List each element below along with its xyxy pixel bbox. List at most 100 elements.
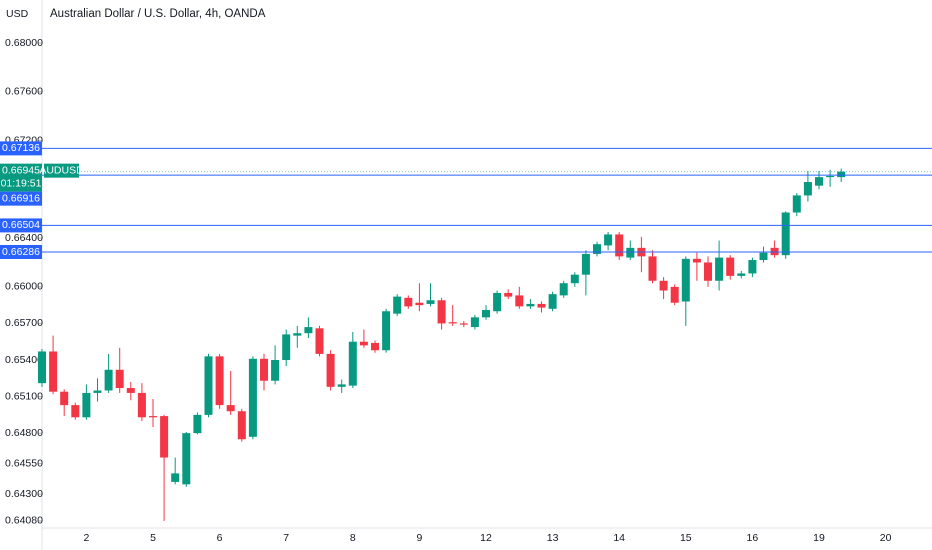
x-tick-label: 9 (416, 532, 422, 544)
candle-body (337, 384, 346, 387)
x-tick-label: 16 (747, 532, 759, 544)
candle-body (426, 300, 435, 304)
candle-body (626, 247, 635, 258)
candle-body (548, 294, 557, 309)
last-price-tag (0, 163, 42, 192)
candle-body (304, 327, 313, 334)
candle-body (581, 253, 590, 275)
last-price-label: 0.66945 (2, 164, 40, 176)
candle-body (104, 369, 113, 391)
candle-body (759, 252, 768, 261)
candle-body (293, 333, 302, 336)
candle-body (237, 411, 246, 440)
candle-body (160, 416, 169, 458)
y-tick-label: 0.65400 (5, 354, 43, 366)
candle-body (49, 351, 58, 392)
y-tick-label: 0.65100 (5, 390, 43, 402)
x-tick-label: 20 (880, 532, 892, 544)
candle-body (82, 392, 91, 418)
countdown-label: 01:19:51 (1, 177, 42, 189)
candle-body (515, 295, 524, 307)
candle-body (271, 360, 280, 381)
y-tick-label: 0.64080 (5, 515, 43, 527)
candle-body (537, 303, 546, 308)
candle-body (171, 473, 180, 482)
candle-body (715, 257, 724, 281)
candle-body (393, 296, 402, 314)
candle-body (648, 256, 657, 281)
candle-body (526, 303, 535, 307)
candle-body (826, 175, 835, 178)
candle-body (726, 257, 735, 276)
symbol-tag (44, 163, 79, 178)
candle-body (149, 416, 157, 418)
candle-body (126, 388, 135, 393)
candle-body (260, 358, 268, 381)
candle-body (60, 391, 69, 406)
y-tick-label: 0.67600 (5, 86, 43, 98)
y-tick-label: 0.65700 (5, 317, 43, 329)
candle-body (182, 433, 191, 485)
candle-body (326, 353, 335, 387)
y-tick-label: 0.68000 (5, 37, 43, 49)
candle-body (482, 310, 490, 318)
level-label: 0.66504 (2, 219, 40, 231)
candle-body (559, 283, 568, 296)
x-tick-label: 14 (613, 532, 625, 544)
candle-body (670, 286, 679, 303)
candle-body (781, 212, 790, 256)
candle-body (215, 356, 224, 406)
candle-body (248, 358, 257, 437)
x-tick-label: 19 (813, 532, 825, 544)
candle-body (404, 297, 413, 307)
candle-body (71, 405, 80, 418)
candle-body (137, 392, 146, 418)
candle-body (570, 274, 579, 284)
candle-body (359, 341, 368, 346)
candle-body (448, 322, 457, 324)
candle-body (38, 351, 46, 384)
candle-body (659, 280, 668, 291)
x-tick-label: 2 (83, 532, 89, 544)
candle-body (504, 292, 513, 297)
candle-body (470, 317, 479, 328)
candle-body (415, 302, 424, 306)
level-label: 0.67136 (2, 142, 40, 154)
x-tick-label: 6 (217, 532, 223, 544)
candle-body (792, 195, 801, 213)
level-tag (0, 191, 42, 206)
candle-body (737, 273, 746, 276)
level-tag (0, 141, 42, 156)
candle-body (315, 328, 324, 354)
candle-body (193, 414, 202, 434)
level-tag (0, 244, 42, 259)
y-tick-label: 0.64550 (5, 457, 43, 469)
candle-body (204, 356, 213, 415)
candle-body (748, 260, 757, 274)
candle-body (604, 234, 613, 246)
candle-body (282, 334, 291, 361)
candle-body (382, 311, 391, 351)
candle-body (226, 405, 235, 412)
y-tick-label: 0.64300 (5, 488, 43, 500)
x-tick-label: 8 (350, 532, 356, 544)
candle-body (803, 182, 812, 196)
level-label: 0.66916 (2, 192, 40, 204)
candle-body (615, 234, 624, 257)
x-tick-label: 12 (480, 532, 492, 544)
candle-body (593, 244, 601, 254)
axis-label: USD (6, 8, 29, 20)
level-tag (0, 218, 42, 233)
chart-title: Australian Dollar / U.S. Dollar, 4h, OAN… (50, 8, 266, 20)
y-tick-label: 0.66000 (5, 281, 43, 293)
candle-body (348, 341, 357, 386)
symbol-label: AUDUSD (39, 164, 84, 176)
candle-body (681, 258, 690, 302)
candle-body (837, 171, 846, 178)
level-label: 0.66286 (2, 246, 40, 258)
x-tick-label: 15 (680, 532, 692, 544)
candle-body (493, 292, 502, 312)
y-tick-label: 0.66400 (5, 232, 43, 244)
